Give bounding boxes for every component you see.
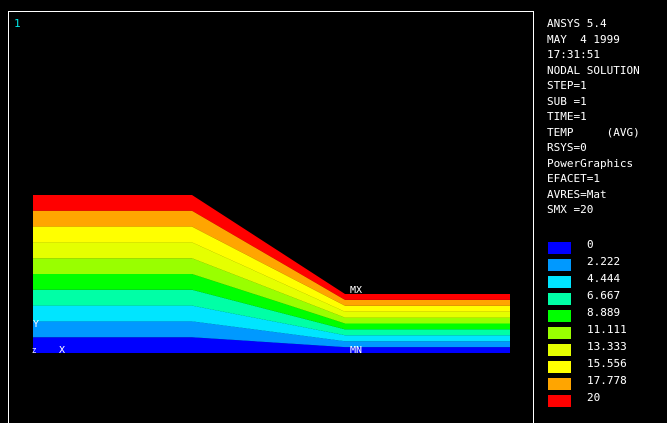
contour-band: [33, 210, 510, 306]
contour-band: [33, 226, 510, 312]
info-line: TEMP (AVG): [547, 125, 640, 139]
info-line: TIME=1: [547, 110, 587, 123]
axis-z-label: Z: [32, 347, 36, 355]
legend-swatch: [548, 361, 571, 373]
legend-value: 0: [587, 238, 594, 251]
min-marker-label: MN: [350, 345, 362, 356]
contour-bands: [33, 195, 510, 353]
contour-band: [33, 289, 510, 336]
info-line: RSYS=0: [547, 141, 587, 154]
legend-value: 2.222: [587, 255, 621, 268]
info-line: 17:31:51: [547, 48, 600, 61]
legend-swatch: [548, 259, 571, 271]
legend-value: 17.778: [587, 374, 627, 387]
max-marker-label: MX: [350, 285, 362, 296]
info-line: PowerGraphics: [547, 156, 634, 170]
legend-value: 4.444: [587, 272, 621, 285]
legend-swatch: [548, 310, 571, 322]
graphics-viewport[interactable]: [8, 11, 534, 423]
contour-band: [33, 321, 510, 348]
contour-band: [33, 242, 510, 318]
contour-band: [33, 305, 510, 342]
info-line: NODAL SOLUTION: [547, 63, 640, 77]
info-line: ANSYS 5.4: [547, 17, 607, 30]
legend-swatch: [548, 344, 571, 356]
legend-swatch: [548, 378, 571, 390]
contour-band: [33, 337, 510, 353]
info-line: EFACET=1: [547, 172, 600, 185]
legend-swatch: [548, 242, 571, 254]
legend-value: 15.556: [587, 357, 627, 370]
legend-value: 8.889: [587, 306, 621, 319]
legend-swatch: [548, 293, 571, 305]
info-line: MAY 4 1999: [547, 32, 620, 46]
legend-value: 11.111: [587, 323, 627, 336]
window-number: 1: [14, 17, 21, 30]
info-line: SUB =1: [547, 94, 587, 108]
contour-band: [33, 258, 510, 324]
contour-plot: MX MN Y X Z: [32, 195, 510, 356]
info-line: STEP=1: [547, 79, 587, 92]
contour-band: [33, 195, 510, 300]
legend-value: 6.667: [587, 289, 621, 302]
contour-band: [33, 274, 510, 330]
legend-value: 13.333: [587, 340, 627, 353]
legend-swatch: [548, 327, 571, 339]
legend-swatch: [548, 395, 571, 407]
legend-value: 20: [587, 391, 601, 404]
info-line: SMX =20: [547, 203, 594, 216]
legend-swatch: [548, 276, 571, 288]
axis-x-label: X: [59, 345, 65, 356]
axis-y-label: Y: [33, 319, 39, 330]
info-line: AVRES=Mat: [547, 187, 607, 201]
info-panel: ANSYS 5.4 MAY 4 1999 17:31:51 NODAL SOLUTIO…: [547, 16, 640, 218]
